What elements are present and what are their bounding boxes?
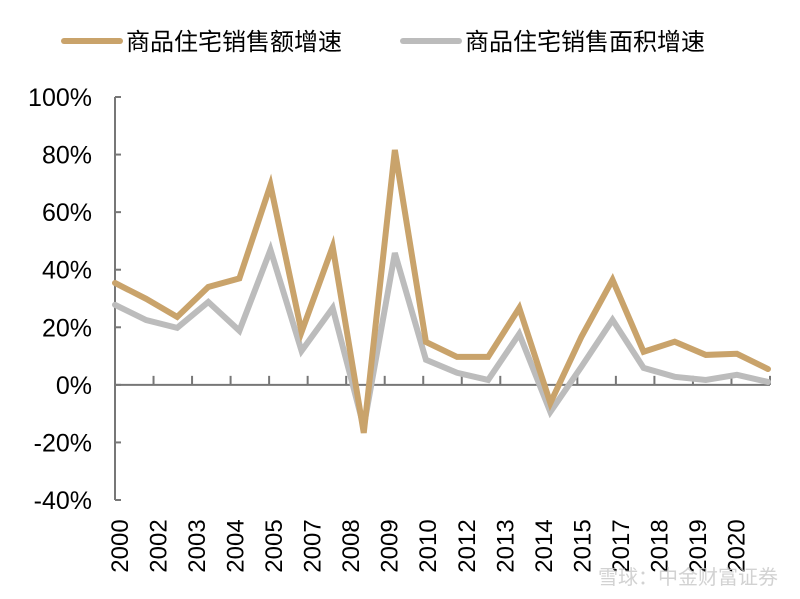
series-line-sales-area bbox=[112, 240, 771, 428]
y-tick-label: -20% bbox=[34, 429, 92, 457]
y-tick-label: 20% bbox=[42, 314, 92, 342]
x-tick-label: 2020 bbox=[723, 519, 750, 572]
y-tick-label: 40% bbox=[42, 257, 92, 285]
x-tick-label: 2014 bbox=[531, 519, 558, 572]
x-tick-label: 2003 bbox=[184, 519, 211, 572]
y-tick-label: 60% bbox=[42, 199, 92, 227]
watermark: 雪球：中金财富证券 bbox=[598, 565, 778, 589]
x-tick-label: 2017 bbox=[608, 519, 635, 572]
x-tick-label: 2008 bbox=[338, 519, 365, 572]
y-tick-label: 0% bbox=[56, 372, 92, 400]
x-tick-label: 2012 bbox=[454, 519, 481, 572]
x-tick-label: 2013 bbox=[492, 519, 519, 572]
legend-label-sales-amount: 商品住宅销售额增速 bbox=[126, 28, 342, 56]
x-tick-label: 2002 bbox=[146, 519, 173, 572]
series-line-sales-amount bbox=[112, 149, 771, 434]
y-tick-label: -40% bbox=[34, 487, 92, 515]
x-tick-label: 2007 bbox=[300, 519, 327, 572]
x-tick-label: 2000 bbox=[107, 519, 134, 572]
x-tick-label: 2018 bbox=[646, 519, 673, 572]
x-tick-label: 2010 bbox=[415, 519, 442, 572]
y-tick-label: 100% bbox=[28, 84, 92, 112]
x-tick-label: 2005 bbox=[261, 519, 288, 572]
x-tick-label: 2015 bbox=[569, 519, 596, 572]
x-tick-label: 2004 bbox=[223, 519, 250, 572]
x-tick-label: 2009 bbox=[377, 519, 404, 572]
x-tick-label: 2019 bbox=[685, 519, 712, 572]
legend: 商品住宅销售额增速 商品住宅销售面积增速 bbox=[61, 28, 705, 56]
legend-label-sales-area: 商品住宅销售面积增速 bbox=[465, 28, 705, 56]
y-tick-label: 80% bbox=[42, 142, 92, 170]
